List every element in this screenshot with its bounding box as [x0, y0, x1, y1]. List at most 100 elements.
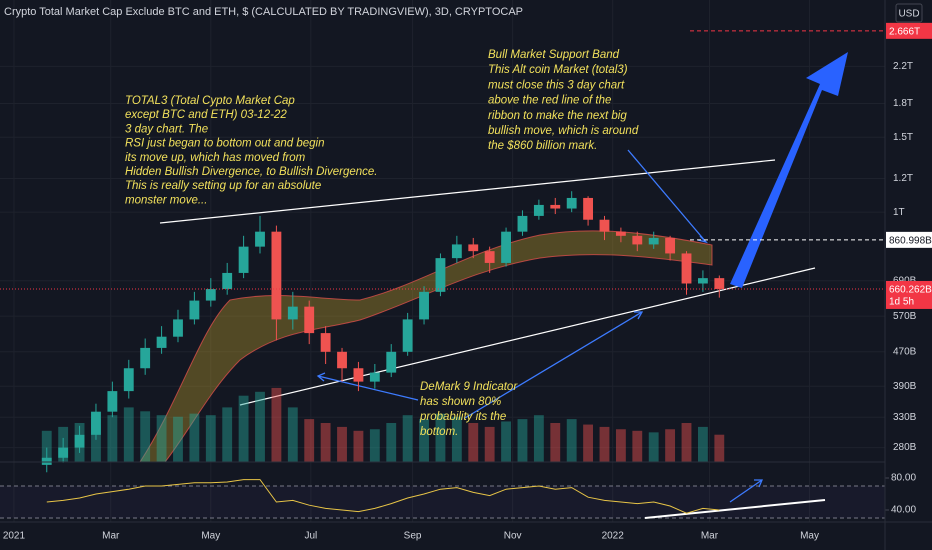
- arrow: [729, 479, 763, 503]
- volume-bar: [714, 434, 725, 462]
- candle-body: [665, 237, 676, 254]
- x-tick-label: 2022: [602, 531, 625, 542]
- arrow: [464, 311, 643, 419]
- volume-bar: [337, 426, 347, 462]
- candle-body: [369, 372, 380, 382]
- trend-line: [159, 159, 776, 224]
- volume-bar: [238, 395, 249, 462]
- rsi-tick-label: 80.00: [891, 473, 916, 484]
- volume-bar: [140, 411, 151, 462]
- y-tick-label: 1.2T: [893, 173, 913, 184]
- candle-body: [189, 300, 200, 320]
- volume-bar: [451, 416, 462, 462]
- volume-bar: [533, 415, 544, 462]
- marks: [0, 30, 885, 514]
- candle-body: [255, 231, 265, 247]
- arrow-head: [754, 479, 763, 488]
- volume-bar: [665, 429, 676, 462]
- volume-bar: [648, 432, 659, 462]
- volume-bar: [173, 416, 183, 462]
- y-tick-label: 390B: [893, 381, 917, 392]
- annotation-line: Hidden Bullish Divergence, to Bullish Di…: [125, 166, 378, 178]
- annotation-line: except BTC and ETH) 03-12-22: [125, 109, 287, 121]
- volume-bar: [632, 430, 643, 462]
- candle-body: [714, 278, 725, 289]
- volume-bar: [123, 407, 134, 462]
- candle-body: [386, 351, 397, 373]
- countdown: 1d 5h: [889, 297, 914, 308]
- x-tick-label: May: [201, 531, 220, 542]
- candle-body: [238, 246, 249, 273]
- rsi-trend-line: [644, 499, 826, 519]
- last-price-badge: [886, 280, 932, 309]
- candle-body: [550, 204, 561, 209]
- candle-body: [451, 244, 462, 259]
- annotation-line: probability its the: [419, 411, 506, 423]
- candle-body: [287, 306, 298, 320]
- volume-bar: [566, 419, 577, 462]
- x-tick-label: Jul: [304, 531, 317, 542]
- annotation-line: Bull Market Support Band: [488, 49, 620, 61]
- candle-body: [41, 457, 52, 465]
- x-tick-label: Mar: [102, 531, 120, 542]
- volume-bar: [615, 429, 626, 462]
- volume-bar: [517, 419, 528, 462]
- annotation-line: RSI just began to bottom out and begin: [125, 138, 324, 150]
- volume-bar: [369, 429, 380, 462]
- candle-body: [353, 368, 364, 382]
- volume-bar: [287, 407, 298, 462]
- annotation-line: ribbon to make the next big: [488, 110, 627, 122]
- candle-body: [140, 347, 151, 369]
- annotation-line: above the red line of the: [488, 95, 611, 107]
- volume-bar: [681, 423, 692, 462]
- volume-bar: [91, 419, 101, 462]
- annotation-line: bottom.: [420, 426, 458, 438]
- candle-body: [697, 278, 708, 284]
- volume-bar: [468, 423, 479, 462]
- arrow: [317, 375, 419, 401]
- candle-body: [74, 434, 85, 448]
- big-arrow: [730, 52, 848, 288]
- candle-body: [533, 204, 544, 216]
- grid: [0, 0, 889, 522]
- volume-bar: [304, 419, 315, 462]
- rsi-line: [46, 479, 720, 514]
- candle-body: [435, 258, 446, 292]
- arrow-head: [634, 311, 644, 320]
- chart-title: Crypto Total Market Cap Exclude BTC and …: [4, 6, 523, 18]
- annotation-line: This Alt coin Market (total3): [488, 64, 628, 76]
- x-tick-label: 2021: [3, 531, 26, 542]
- volume-bar: [484, 426, 495, 462]
- annotation-line: DeMark 9 Indicator: [420, 381, 518, 393]
- volume-bar: [583, 424, 594, 462]
- volume-bar: [320, 423, 331, 462]
- y-tick-label: 1.5T: [893, 132, 913, 143]
- candle-body: [320, 333, 331, 352]
- rsi-band-fill: [0, 486, 885, 518]
- y-tick-label: 330B: [893, 412, 917, 423]
- candle-body: [173, 319, 183, 337]
- annotation-line: bullish move, which is around: [488, 125, 639, 137]
- annotation-line: has shown 80%: [420, 396, 501, 408]
- volume-bar: [255, 391, 265, 462]
- candle-body: [648, 237, 659, 245]
- annotation-line: 3 day chart. The: [125, 123, 208, 135]
- rsi-tick-label: 40.00: [891, 505, 916, 516]
- y-tick-label: 1.8T: [893, 98, 913, 109]
- last-price-label: 660.262B: [889, 285, 932, 296]
- volume-bar: [41, 430, 52, 462]
- y-tick-label: 690B: [893, 275, 917, 286]
- candle-body: [123, 368, 134, 392]
- volume-bar: [353, 430, 364, 462]
- currency-box: [895, 3, 923, 23]
- y-tick-label: 570B: [893, 311, 917, 322]
- candle-body: [222, 272, 233, 290]
- volume-bar: [386, 423, 397, 462]
- candle-body: [583, 197, 594, 220]
- currency: USD: [898, 9, 919, 20]
- candle-body: [681, 253, 692, 284]
- labels: 2.2T 1.8T 1.5T 1.2T 1T 690B 570B 470B 390B 330B 28…: [3, 22, 932, 542]
- candle-body: [599, 219, 610, 232]
- y-tick-label: 280B: [893, 442, 917, 453]
